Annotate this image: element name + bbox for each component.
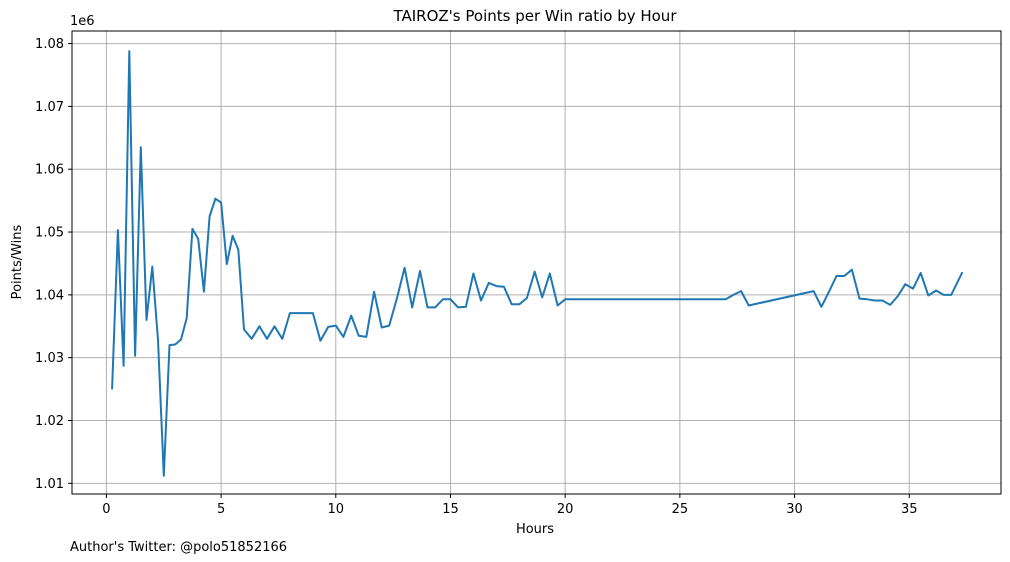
y-tick-label: 1.08 xyxy=(35,37,64,52)
y-tick-label: 1.07 xyxy=(35,100,64,115)
y-tick-label: 1.06 xyxy=(35,163,64,178)
y-tick-label: 1.01 xyxy=(35,477,64,492)
x-axis-ticks: 0 5 10 15 20 25 30 35 xyxy=(102,494,918,517)
x-tick-label: 10 xyxy=(328,502,345,517)
x-tick-label: 15 xyxy=(442,502,459,517)
x-tick-label: 30 xyxy=(786,502,803,517)
y-tick-label: 1.03 xyxy=(35,351,64,366)
y-axis-label: Points/Wins xyxy=(10,224,25,299)
grid-lines xyxy=(72,31,1001,494)
y-axis-ticks: 1.01 1.02 1.03 1.04 1.05 1.06 1.07 1.08 xyxy=(35,37,72,492)
x-tick-label: 35 xyxy=(901,502,918,517)
footer-credit: Author's Twitter: @polo51852166 xyxy=(70,540,287,555)
plot-frame xyxy=(71,30,1002,495)
y-tick-label: 1.02 xyxy=(35,414,64,429)
x-axis-label: Hours xyxy=(516,522,554,537)
chart-title: TAIROZ's Points per Win ratio by Hour xyxy=(392,7,677,25)
x-tick-label: 5 xyxy=(217,502,225,517)
x-tick-label: 20 xyxy=(557,502,574,517)
x-tick-label: 25 xyxy=(672,502,689,517)
y-tick-label: 1.04 xyxy=(35,288,64,303)
y-tick-label: 1.05 xyxy=(35,226,64,241)
y-offset-label: 1e6 xyxy=(70,14,95,29)
x-tick-label: 0 xyxy=(102,502,110,517)
series-line xyxy=(111,50,963,477)
